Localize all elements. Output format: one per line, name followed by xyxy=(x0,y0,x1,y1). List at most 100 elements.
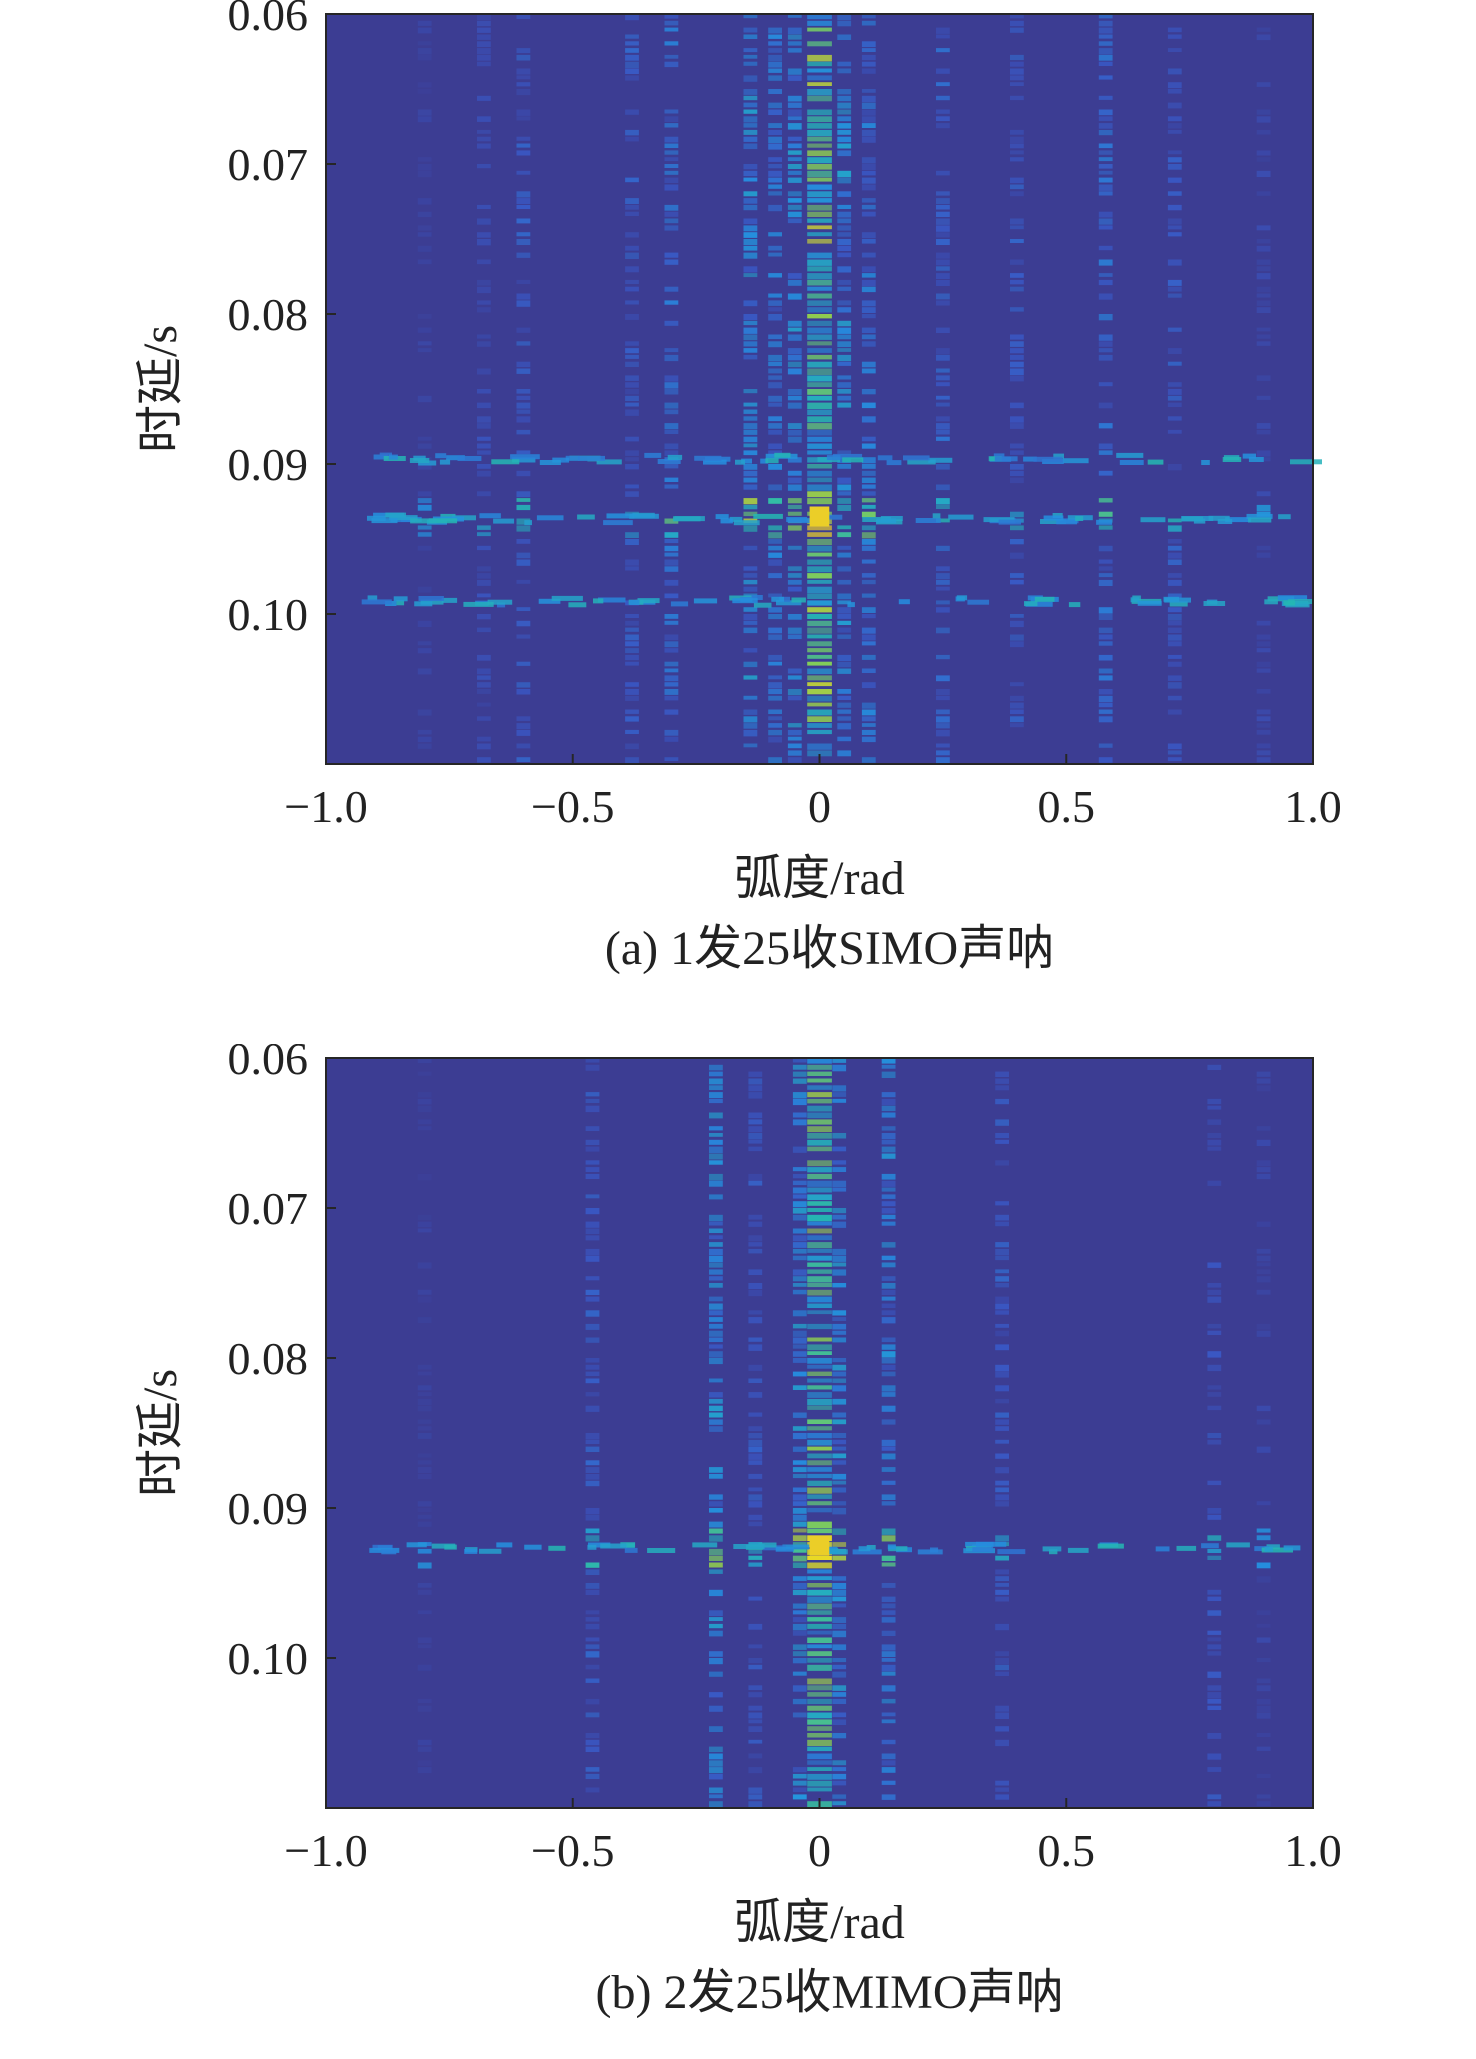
heatmap-cell xyxy=(1207,1146,1222,1151)
heatmap-cell xyxy=(768,191,782,196)
heatmap-cell xyxy=(832,1542,847,1547)
heatmap-cell xyxy=(1207,1671,1222,1678)
heatmap-cell xyxy=(664,409,679,415)
heatmap-cell xyxy=(881,1767,896,1773)
echo-band-cell xyxy=(1203,601,1226,606)
heatmap-cell xyxy=(936,689,950,696)
heatmap-cell xyxy=(743,27,758,33)
heatmap-cell xyxy=(1256,1262,1271,1267)
heatmap-cell xyxy=(664,123,679,128)
heatmap-cell xyxy=(1256,1801,1271,1807)
heatmap-cell xyxy=(664,675,679,682)
heatmap-cell xyxy=(1256,1733,1271,1737)
heatmap-cell xyxy=(881,1480,896,1485)
heatmap-cell xyxy=(861,504,876,509)
heatmap-cell xyxy=(837,170,852,178)
heatmap-cell xyxy=(1256,648,1271,653)
heatmap-cell xyxy=(807,327,832,334)
heatmap-cell xyxy=(1010,634,1024,641)
heatmap-cell xyxy=(516,395,531,400)
heatmap-cell xyxy=(792,1071,807,1077)
heatmap-cell xyxy=(417,1221,432,1228)
heatmap-cell xyxy=(881,1214,896,1220)
heatmap-cell xyxy=(832,1085,847,1092)
heatmap-cell xyxy=(936,273,950,279)
heatmap-cell xyxy=(516,293,531,300)
heatmap-cell xyxy=(1167,395,1182,401)
heatmap-cell xyxy=(709,1405,723,1412)
heatmap-cell xyxy=(664,402,679,409)
heatmap-cell xyxy=(807,164,832,170)
heatmap-cell xyxy=(748,1487,763,1492)
heatmap-cell xyxy=(625,532,639,538)
echo-band-cell xyxy=(903,455,930,461)
echo-band-cell xyxy=(693,598,718,604)
heatmap-cell xyxy=(861,436,876,442)
heatmap-cell xyxy=(1010,150,1024,155)
heatmap-cell xyxy=(792,1112,807,1118)
echo-band-cell xyxy=(1068,602,1081,608)
heatmap-cell xyxy=(807,204,832,211)
heatmap-cell xyxy=(792,1255,807,1261)
heatmap-cell xyxy=(807,1787,832,1792)
heatmap-cell xyxy=(881,1371,896,1377)
heatmap-cell xyxy=(1207,1651,1222,1656)
y-tick-label: 0.09 xyxy=(228,1483,309,1534)
echo-band-cell xyxy=(600,1543,627,1549)
heatmap-cell xyxy=(787,757,802,763)
heatmap-cell xyxy=(995,1705,1009,1712)
heatmap-cell xyxy=(837,498,852,504)
heatmap-cell xyxy=(743,470,758,477)
heatmap-cell xyxy=(807,150,832,157)
heatmap-cell xyxy=(832,1180,847,1187)
heatmap-cell xyxy=(516,252,531,258)
heatmap-cell xyxy=(1167,150,1182,155)
heatmap-cell xyxy=(748,1555,763,1560)
echo-band-cell xyxy=(1176,1545,1197,1551)
heatmap-cell xyxy=(787,573,802,578)
heatmap-cell xyxy=(748,1139,763,1144)
heatmap-cell xyxy=(881,1317,896,1324)
heatmap-cell xyxy=(1256,1078,1271,1084)
heatmap-cell xyxy=(1167,614,1182,621)
heatmap-cell xyxy=(1256,116,1271,123)
heatmap-cell xyxy=(881,1058,896,1064)
heatmap-cell xyxy=(743,464,758,470)
heatmap-cell xyxy=(768,402,782,407)
heatmap-cell xyxy=(995,1085,1009,1091)
heatmap-cell xyxy=(936,82,950,87)
heatmap-cell xyxy=(861,654,876,660)
heatmap-cell xyxy=(832,1146,847,1152)
heatmap-cell xyxy=(516,723,531,730)
heatmap-cell xyxy=(936,191,950,196)
x-tick-label: 0 xyxy=(808,781,831,832)
heatmap-cell xyxy=(787,177,802,183)
heatmap-cell xyxy=(477,682,491,688)
heatmap-cell xyxy=(1010,334,1024,340)
echo-band-cell xyxy=(886,460,902,466)
echo-band-cell xyxy=(762,1545,786,1551)
heatmap-cell xyxy=(837,689,852,694)
heatmap-cell xyxy=(792,1514,807,1521)
heatmap-cell xyxy=(861,341,876,347)
heatmap-cell xyxy=(787,511,802,516)
heatmap-cell xyxy=(1256,375,1271,381)
heatmap-cell xyxy=(768,129,782,135)
heatmap-cell xyxy=(1256,689,1271,694)
heatmap-cell xyxy=(743,416,758,421)
heatmap-cell xyxy=(832,1801,847,1806)
echo-band-cell xyxy=(932,513,941,519)
heatmap-cell xyxy=(585,1105,600,1113)
heatmap-cell xyxy=(995,1664,1009,1671)
heatmap-cell xyxy=(585,1378,600,1384)
heatmap-cell xyxy=(709,1317,723,1322)
heatmap-cell xyxy=(748,1658,763,1664)
heatmap-cell xyxy=(417,736,432,743)
heatmap-cell xyxy=(709,1535,723,1542)
heatmap-cell xyxy=(768,429,782,435)
heatmap-cell xyxy=(709,1378,723,1383)
heatmap-cell xyxy=(936,211,950,217)
heatmap-cell xyxy=(743,525,758,532)
heatmap-cell xyxy=(585,1173,600,1179)
heatmap-cell xyxy=(881,1262,896,1268)
